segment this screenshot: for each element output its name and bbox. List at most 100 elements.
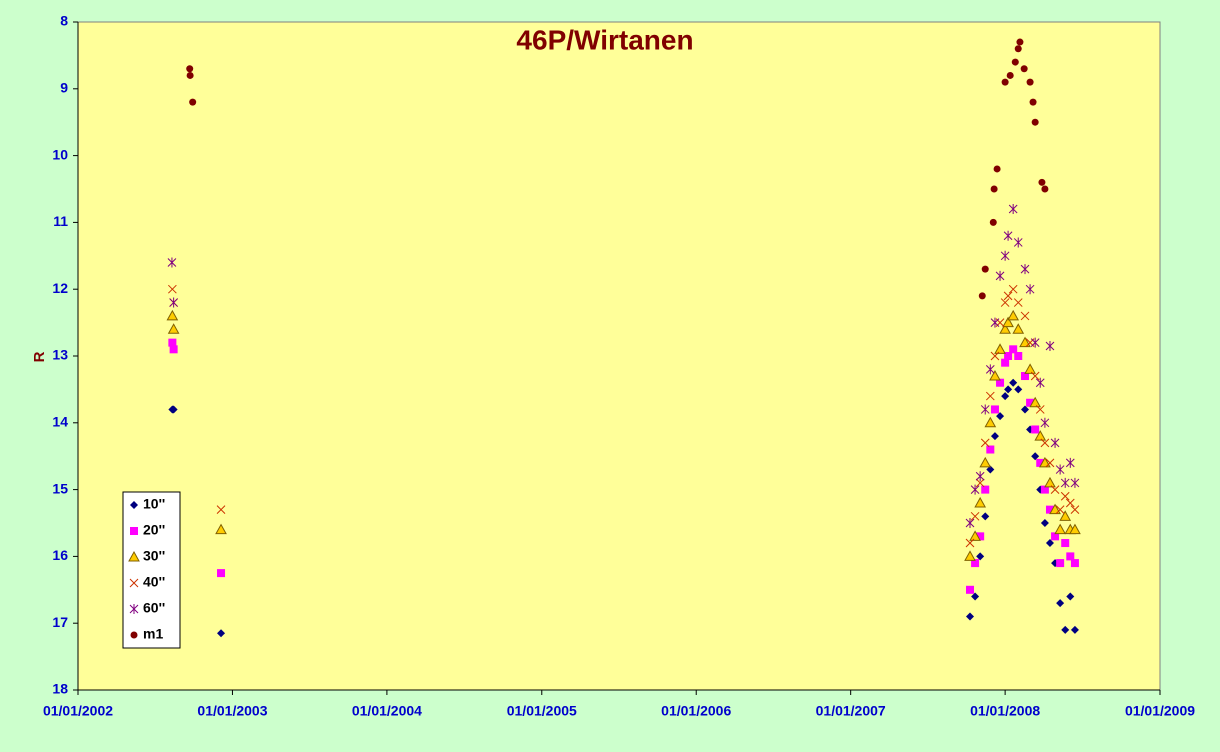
x-tick-label: 01/01/2002: [43, 703, 113, 719]
y-tick-label: 18: [52, 681, 68, 697]
legend-marker: [130, 527, 138, 535]
point: [169, 405, 178, 414]
series: [186, 38, 1049, 300]
point: [1065, 457, 1075, 468]
point: [1000, 298, 1010, 307]
point: [1070, 625, 1079, 634]
point: [1031, 425, 1040, 434]
point: [1061, 539, 1070, 548]
point: [1003, 291, 1013, 301]
point: [966, 585, 975, 594]
point: [980, 438, 990, 448]
point: [1031, 118, 1039, 126]
point: [1038, 178, 1046, 186]
point: [1009, 378, 1018, 387]
point: [1070, 477, 1080, 488]
point: [965, 538, 975, 548]
point: [1060, 477, 1070, 488]
legend-label: 20'': [143, 522, 165, 538]
y-tick-label: 14: [52, 414, 68, 430]
point: [1030, 337, 1040, 348]
point: [1051, 532, 1060, 541]
x-tick-label: 01/01/2006: [661, 703, 731, 719]
y-tick-label: 10: [52, 146, 68, 162]
point: [1070, 505, 1080, 514]
point: [1065, 498, 1075, 508]
point: [981, 265, 989, 273]
point: [1016, 38, 1024, 46]
point: [984, 416, 997, 428]
point: [1021, 405, 1030, 414]
point: [993, 165, 1001, 173]
point: [1056, 599, 1065, 608]
point: [1050, 485, 1060, 494]
point: [1045, 340, 1055, 351]
x-tick-label: 01/01/2007: [816, 703, 886, 719]
point: [1040, 417, 1050, 428]
point: [990, 317, 1000, 328]
x-tick-label: 01/01/2005: [507, 703, 577, 719]
chart-title: 46P/Wirtanen: [516, 24, 693, 55]
point: [981, 485, 990, 494]
point: [1013, 237, 1023, 248]
point: [1026, 78, 1034, 86]
point: [976, 552, 985, 561]
legend-box: [122, 491, 181, 649]
point: [1009, 345, 1018, 354]
y-tick-label: 16: [52, 547, 68, 563]
point: [167, 323, 180, 334]
point: [1011, 58, 1019, 66]
point: [1061, 625, 1070, 634]
point: [994, 343, 1006, 354]
series: [168, 284, 1080, 548]
point: [1036, 458, 1045, 467]
point: [1026, 398, 1035, 407]
point: [990, 351, 1000, 361]
point: [1045, 539, 1054, 548]
point: [1020, 65, 1028, 73]
point: [1066, 552, 1075, 561]
point: [215, 523, 227, 535]
point: [985, 391, 995, 401]
point: [970, 484, 980, 495]
point: [971, 592, 980, 601]
point: [1014, 352, 1023, 360]
point: [166, 309, 179, 321]
point: [217, 569, 226, 578]
point: [990, 405, 999, 414]
point: [1020, 311, 1030, 321]
point: [1060, 491, 1070, 501]
point: [1007, 309, 1020, 321]
y-tick-label: 8: [60, 13, 68, 29]
legend-label: 60'': [143, 600, 165, 616]
point: [1006, 71, 1014, 79]
point: [978, 292, 986, 300]
point: [169, 297, 178, 308]
point: [976, 532, 985, 541]
series: [166, 309, 1081, 561]
point: [970, 511, 980, 521]
point: [996, 378, 1005, 387]
point: [168, 338, 177, 347]
point: [1013, 298, 1023, 307]
point: [1001, 78, 1009, 86]
point: [1045, 458, 1055, 468]
series: [167, 204, 1080, 528]
series: [168, 378, 1079, 638]
point: [1001, 358, 1010, 367]
point: [999, 323, 1011, 334]
point: [975, 471, 985, 482]
point: [964, 550, 976, 561]
y-tick-label: 17: [52, 614, 68, 630]
point: [1040, 438, 1050, 448]
point: [1054, 523, 1066, 535]
point: [1070, 559, 1079, 568]
y-tick-label: 12: [52, 280, 68, 296]
point: [1041, 185, 1049, 193]
point: [966, 612, 975, 621]
legend-label: m1: [143, 626, 163, 642]
point: [1059, 510, 1072, 521]
point: [1029, 98, 1037, 106]
x-tick-label: 01/01/2009: [1125, 703, 1195, 719]
